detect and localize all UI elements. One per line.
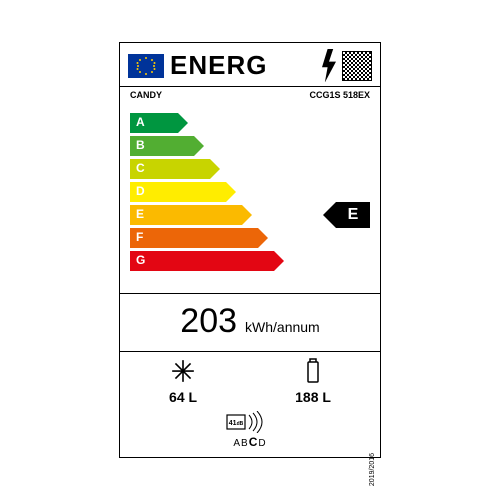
eu-flag-icon — [128, 54, 164, 78]
svg-text:41dB: 41dB — [229, 420, 244, 427]
scale-row-c: C — [130, 159, 370, 179]
header: ENERG — [120, 43, 380, 87]
capacity-row: 64 L 188 L — [120, 352, 380, 407]
consumption-row: 203 kWh/annum — [120, 294, 380, 351]
qr-code-icon — [342, 51, 372, 81]
freezer-unit: L — [189, 389, 198, 405]
scale-row-a: A — [130, 113, 370, 133]
fridge-unit: L — [322, 389, 331, 405]
energy-title: ENERG — [170, 50, 316, 81]
rating-indicator: E — [323, 202, 370, 228]
scale-arrow-c: C — [130, 159, 210, 179]
snowflake-icon — [170, 358, 196, 384]
model-number: CCG1S 518EX — [309, 90, 370, 100]
scale-arrow-g: G — [130, 251, 274, 271]
consumption-unit: kWh/annum — [245, 319, 320, 335]
energy-label: ENERG CANDY CCG1S 518EX ABCDEFG E 203 kW… — [119, 42, 381, 459]
noise-class: ABCD — [233, 435, 266, 449]
freezer-col: 64 L — [169, 358, 197, 405]
brand-name: CANDY — [130, 90, 162, 100]
speaker-icon: 41dB — [225, 411, 275, 433]
fridge-value: 188 — [295, 389, 318, 405]
regulation-number: 2019/2016 — [369, 453, 376, 486]
brand-row: CANDY CCG1S 518EX — [120, 87, 380, 103]
efficiency-scale: ABCDEFG E — [120, 103, 380, 293]
scale-row-f: F — [130, 228, 370, 248]
scale-arrow-a: A — [130, 113, 178, 133]
freezer-value: 64 — [169, 389, 185, 405]
consumption-value: 203 — [180, 302, 237, 341]
noise-class-selected: C — [249, 435, 259, 449]
scale-row-g: G — [130, 251, 370, 271]
noise-row: 41dB ABCD — [120, 407, 380, 457]
scale-row-b: B — [130, 136, 370, 156]
bottle-icon — [304, 358, 322, 384]
rating-letter: E — [348, 206, 359, 224]
scale-row-d: D — [130, 182, 370, 202]
scale-arrow-b: B — [130, 136, 194, 156]
bolt-icon — [322, 49, 336, 83]
fridge-col: 188 L — [295, 358, 331, 405]
scale-arrow-e: E — [130, 205, 242, 225]
scale-arrow-f: F — [130, 228, 258, 248]
scale-arrow-d: D — [130, 182, 226, 202]
